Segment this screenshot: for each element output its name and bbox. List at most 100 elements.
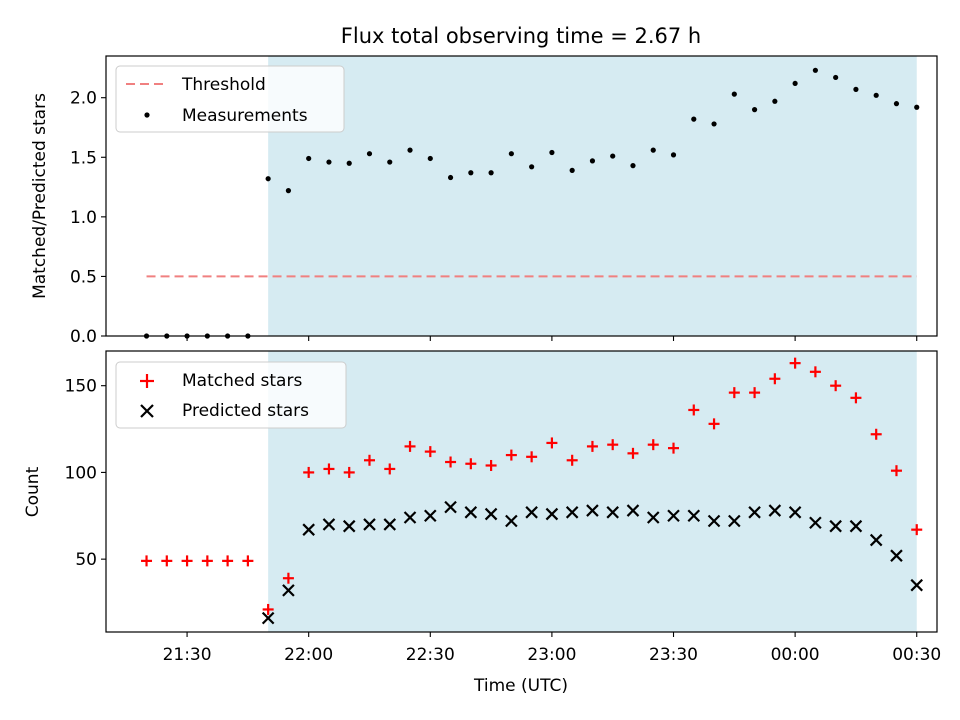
matched-star-point [607, 439, 619, 451]
matched-star-point [627, 447, 639, 459]
matched-star-point [728, 387, 740, 399]
top-axes-frame [105, 55, 938, 337]
y-tick-label: 0.0 [70, 327, 97, 347]
predicted-stars-points [261, 500, 924, 625]
y-tick-label: 50 [75, 550, 97, 570]
matched-star-point [343, 466, 355, 478]
x-tick-label: 23:30 [649, 645, 698, 665]
matched-star-point [262, 603, 274, 615]
x-tick-label: 00:00 [771, 645, 820, 665]
predicted-star-point [788, 506, 802, 519]
matched-star-point [526, 451, 538, 463]
matched-star-point [161, 555, 173, 567]
x-axis-label: Time (UTC) [473, 676, 568, 696]
measurement-point [285, 188, 292, 194]
legend-predicted-swatch [140, 404, 154, 418]
matched-star-point [546, 437, 558, 449]
predicted-star-point [322, 518, 336, 531]
matched-star-point [465, 458, 477, 470]
measurement-point [529, 164, 535, 170]
predicted-star-point [484, 507, 498, 521]
predicted-star-point [545, 507, 559, 521]
predicted-star-point [849, 519, 863, 533]
predicted-star-point [606, 506, 619, 519]
matched-star-point [850, 392, 862, 404]
x-tick-label: 21:30 [163, 645, 212, 665]
matched-star-point [505, 449, 517, 461]
predicted-star-point [342, 519, 356, 533]
top-legend: Threshold Measurements [115, 65, 345, 133]
y-tick-label: 1.5 [70, 148, 97, 168]
measurement-point [751, 107, 758, 113]
matched-stars-points [141, 357, 923, 615]
measurement-point [488, 170, 494, 176]
matched-star-point [708, 418, 720, 430]
legend-matched-swatch [140, 374, 154, 388]
matched-star-point [201, 555, 213, 567]
predicted-star-point [424, 509, 437, 523]
measurement-point [387, 159, 393, 165]
measurement-point [508, 151, 514, 157]
measurement-point [670, 152, 677, 158]
measurement-point [610, 153, 616, 159]
predicted-star-point [282, 584, 295, 597]
y-tick-label: 2.0 [70, 89, 97, 109]
matched-star-point [647, 439, 659, 451]
predicted-star-point [748, 506, 761, 519]
predicted-star-point [444, 500, 457, 514]
chart-title: Flux total observing time = 2.67 h [341, 24, 701, 48]
predicted-star-point [261, 611, 275, 625]
measurement-point [833, 74, 839, 81]
legend-predicted-label: Predicted stars [182, 401, 309, 421]
predicted-star-point [768, 504, 782, 517]
measurement-point [346, 160, 352, 166]
predicted-star-point [525, 506, 538, 519]
predicted-star-point [687, 509, 701, 523]
matched-star-point [242, 555, 254, 567]
predicted-star-point [464, 506, 478, 519]
matched-star-point [769, 373, 781, 385]
matched-star-point [890, 465, 902, 477]
legend-threshold-label: Threshold [181, 75, 266, 95]
y-tick-label: 1.0 [70, 208, 97, 228]
measurement-point [366, 151, 373, 157]
predicted-star-point [565, 506, 579, 519]
bottom-x-ticks: 21:30 22:00 22:30 23:00 23:30 00:00 00:30 [163, 632, 941, 665]
matched-star-point [445, 456, 457, 468]
legend-measurements-swatch [144, 112, 150, 118]
matched-star-point [404, 440, 416, 452]
x-tick-label: 00:30 [892, 645, 941, 665]
bottom-panel: 50 100 150 21:30 22:00 22:30 23:00 23:30 00:00 0… [23, 350, 941, 696]
predicted-star-point [383, 518, 397, 531]
matched-star-point [566, 454, 578, 466]
matched-star-point [282, 572, 294, 584]
predicted-star-point [363, 518, 376, 531]
measurement-point [792, 80, 798, 87]
predicted-star-point [646, 511, 660, 524]
matched-star-point [911, 524, 923, 536]
bottom-y-ticks: 50 100 150 [65, 377, 106, 570]
matched-star-point [830, 380, 842, 392]
matched-star-point [668, 442, 680, 454]
predicted-star-point [302, 523, 315, 536]
top-x-ticks [186, 336, 918, 341]
bottom-legend: Matched stars Predicted stars [115, 361, 347, 429]
measurement-point [326, 159, 332, 165]
measurement-point [589, 158, 596, 164]
measurement-point [468, 170, 474, 176]
matched-star-point [303, 466, 315, 478]
matched-star-point [141, 555, 153, 567]
predicted-star-point [667, 509, 680, 523]
bottom-shaded-span [268, 351, 917, 632]
measurement-point [873, 92, 879, 98]
legend-measurements-label: Measurements [182, 106, 308, 126]
predicted-star-point [910, 578, 924, 592]
measurement-point [812, 67, 818, 73]
matched-star-point [424, 446, 436, 458]
measurement-point [914, 104, 920, 110]
predicted-star-point [626, 504, 640, 517]
predicted-star-point [403, 511, 417, 524]
y-tick-label: 100 [65, 463, 97, 483]
predicted-star-point [707, 514, 721, 528]
measurement-point [265, 176, 271, 182]
